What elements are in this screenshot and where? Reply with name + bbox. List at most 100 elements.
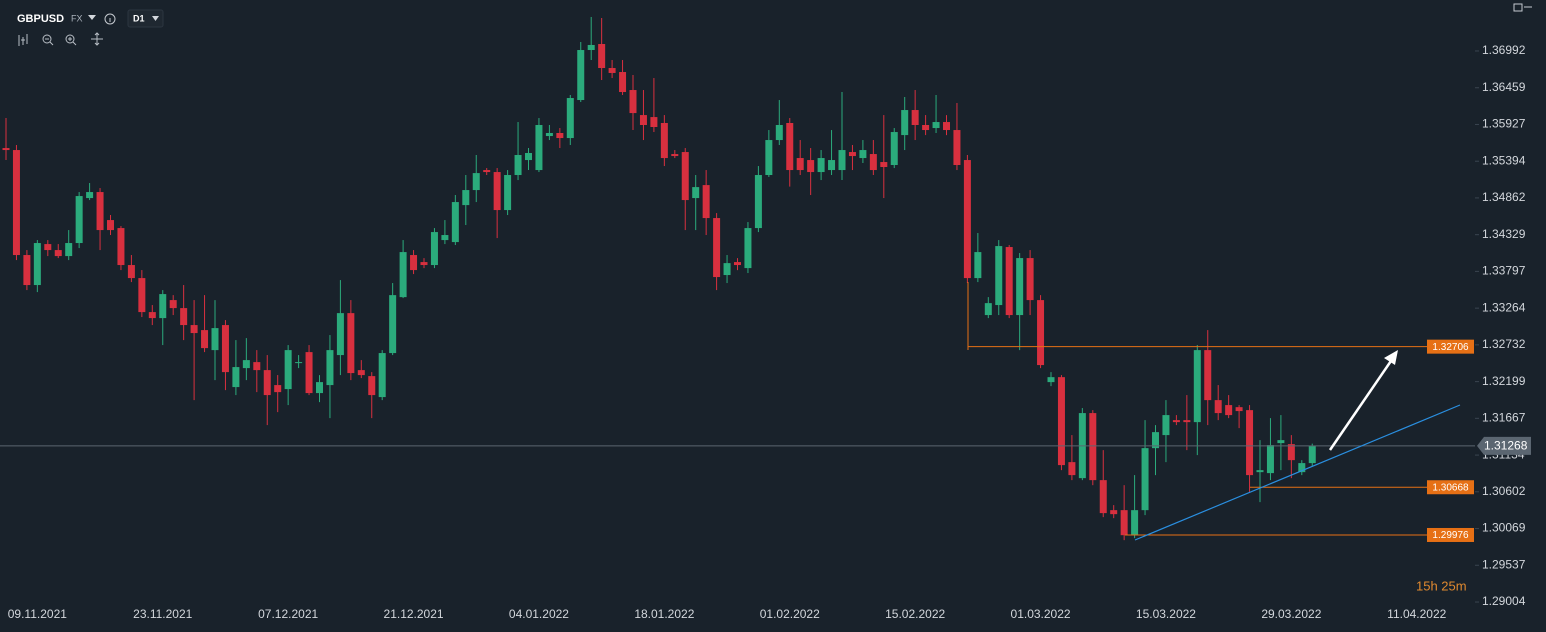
- candle-body: [535, 125, 543, 171]
- candle-body: [848, 152, 856, 157]
- candle-body: [1225, 405, 1233, 416]
- y-tick-label: 1.32732: [1482, 337, 1526, 351]
- x-tick-label: 15.03.2022: [1136, 607, 1196, 621]
- zoom-out-icon[interactable]: [42, 34, 52, 44]
- zoom-in-icon[interactable]: [65, 34, 75, 44]
- candle-body: [859, 150, 867, 159]
- pan-icon[interactable]: [91, 32, 103, 46]
- y-tick-label: 1.31667: [1482, 410, 1526, 424]
- candle-body: [12, 150, 20, 256]
- candle-body: [274, 385, 282, 393]
- candle-body: [911, 110, 919, 126]
- candle-body: [75, 196, 83, 244]
- candle-body: [284, 350, 292, 390]
- candle-body: [1162, 415, 1170, 436]
- candle-body: [1047, 377, 1055, 383]
- candle-body: [1277, 440, 1285, 444]
- candle-body: [148, 312, 156, 319]
- candle-body: [692, 187, 700, 199]
- dropdown-icon[interactable]: [88, 15, 96, 20]
- candle-body: [169, 300, 177, 309]
- candle-body: [1235, 407, 1243, 412]
- candle-body: [2, 148, 10, 151]
- candle-body: [619, 72, 627, 93]
- candle-body: [545, 133, 553, 137]
- candle-body: [744, 228, 752, 269]
- candle-body: [974, 252, 982, 279]
- candle-body: [639, 115, 647, 126]
- candle-body: [514, 155, 522, 176]
- timeframe[interactable]: D1: [133, 13, 145, 23]
- x-tick-label: 09.11.2021: [8, 607, 67, 621]
- candle-body: [410, 255, 418, 271]
- candle-body: [441, 235, 449, 241]
- y-tick-label: 1.29004: [1482, 594, 1526, 608]
- y-tick-label: 1.33797: [1482, 264, 1526, 278]
- x-tick-label: 23.11.2021: [133, 607, 192, 621]
- candle-body: [504, 175, 512, 211]
- y-tick-label: 1.29537: [1482, 557, 1526, 571]
- y-tick-label: 1.30069: [1482, 521, 1526, 535]
- candle-body: [660, 123, 668, 159]
- candle-body: [54, 250, 62, 257]
- level-label: 1.32706: [1432, 342, 1469, 353]
- candle-body: [1026, 258, 1034, 301]
- trend-line[interactable]: [1134, 404, 1461, 541]
- candle-body: [1193, 350, 1201, 423]
- candle-body: [190, 325, 198, 334]
- candle-body: [775, 125, 783, 141]
- candle-body: [1068, 462, 1076, 476]
- level-label-box: [1427, 480, 1474, 495]
- candle-body: [1287, 444, 1295, 461]
- arrow[interactable]: [1328, 357, 1395, 451]
- arrow-head: [1384, 350, 1398, 365]
- dropdown-icon: [152, 16, 159, 21]
- candle-body: [796, 158, 804, 171]
- symbol[interactable]: GBPUSD: [17, 13, 64, 25]
- candle-body: [754, 175, 762, 229]
- timeframe-box[interactable]: [127, 9, 164, 28]
- market: FX: [71, 13, 83, 23]
- candle-body: [702, 185, 710, 219]
- candle-body: [807, 160, 815, 173]
- candle-body: [368, 376, 376, 396]
- candle-body: [817, 158, 825, 173]
- candle-body: [1141, 448, 1149, 511]
- x-tick-label: 01.03.2022: [1011, 607, 1071, 621]
- info-icon[interactable]: [104, 13, 116, 25]
- candle-body: [587, 44, 595, 51]
- candle-body: [890, 132, 898, 166]
- candle-body: [96, 192, 104, 231]
- x-tick-label: 01.02.2022: [760, 607, 820, 621]
- candle-body: [65, 243, 73, 257]
- candle-body: [357, 370, 365, 376]
- candle-body: [953, 130, 961, 166]
- candle-body: [984, 303, 992, 316]
- candle-body: [556, 133, 564, 139]
- candle-body: [1266, 445, 1274, 474]
- candle-body: [932, 122, 940, 129]
- candle-body: [608, 68, 616, 73]
- x-tick-label: 11.04.2022: [1387, 607, 1446, 621]
- candle-body: [493, 172, 501, 211]
- candle-body: [159, 294, 167, 319]
- candle-body: [336, 313, 344, 356]
- candle-body: [566, 98, 574, 139]
- candle-body: [1089, 413, 1097, 481]
- candle-body: [399, 252, 407, 298]
- candle-body: [389, 295, 397, 354]
- candle-body: [483, 170, 491, 173]
- candle-body: [1057, 377, 1065, 466]
- candle-body: [1183, 420, 1191, 423]
- candle-body: [723, 263, 731, 276]
- chart-type-icon[interactable]: [18, 34, 28, 46]
- candle-body: [786, 123, 794, 171]
- window-icon[interactable]: [1513, 3, 1523, 12]
- candle-body: [880, 162, 888, 168]
- level-label: 1.30668: [1432, 482, 1469, 493]
- candle-body: [263, 370, 271, 396]
- candle-body: [326, 350, 334, 386]
